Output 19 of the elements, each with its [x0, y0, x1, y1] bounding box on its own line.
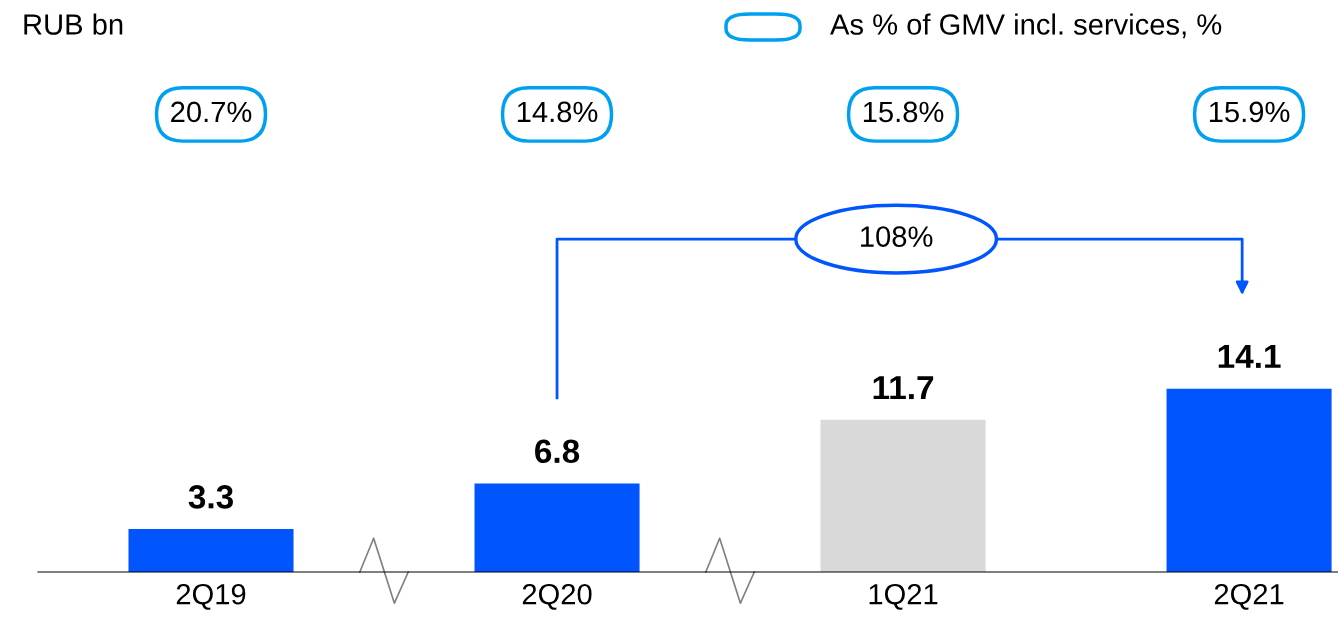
legend-title: As % of GMV incl. services, % [830, 13, 1222, 39]
text: 108% [861, 226, 933, 247]
x-tick-label: 1Q21 [869, 583, 938, 610]
data-label: 3.3 [188, 485, 233, 509]
text: 14.8% [517, 101, 598, 123]
text: 15.9% [1209, 101, 1290, 123]
bar [474, 483, 640, 572]
bar [820, 419, 986, 572]
bar [1166, 388, 1332, 572]
x-tick-label: 2Q21 [1214, 583, 1284, 610]
data-label: 14.1 [1218, 344, 1281, 368]
bar [128, 529, 294, 572]
data-label: 6.8 [535, 439, 580, 464]
text: RUB bn [24, 13, 123, 35]
text: 20.7% [171, 101, 252, 123]
x-tick-label: 2Q19 [176, 583, 246, 610]
text: 15.8% [863, 101, 944, 123]
x-tick-label: 2Q20 [522, 583, 592, 610]
data-label: 11.7 [873, 376, 934, 400]
